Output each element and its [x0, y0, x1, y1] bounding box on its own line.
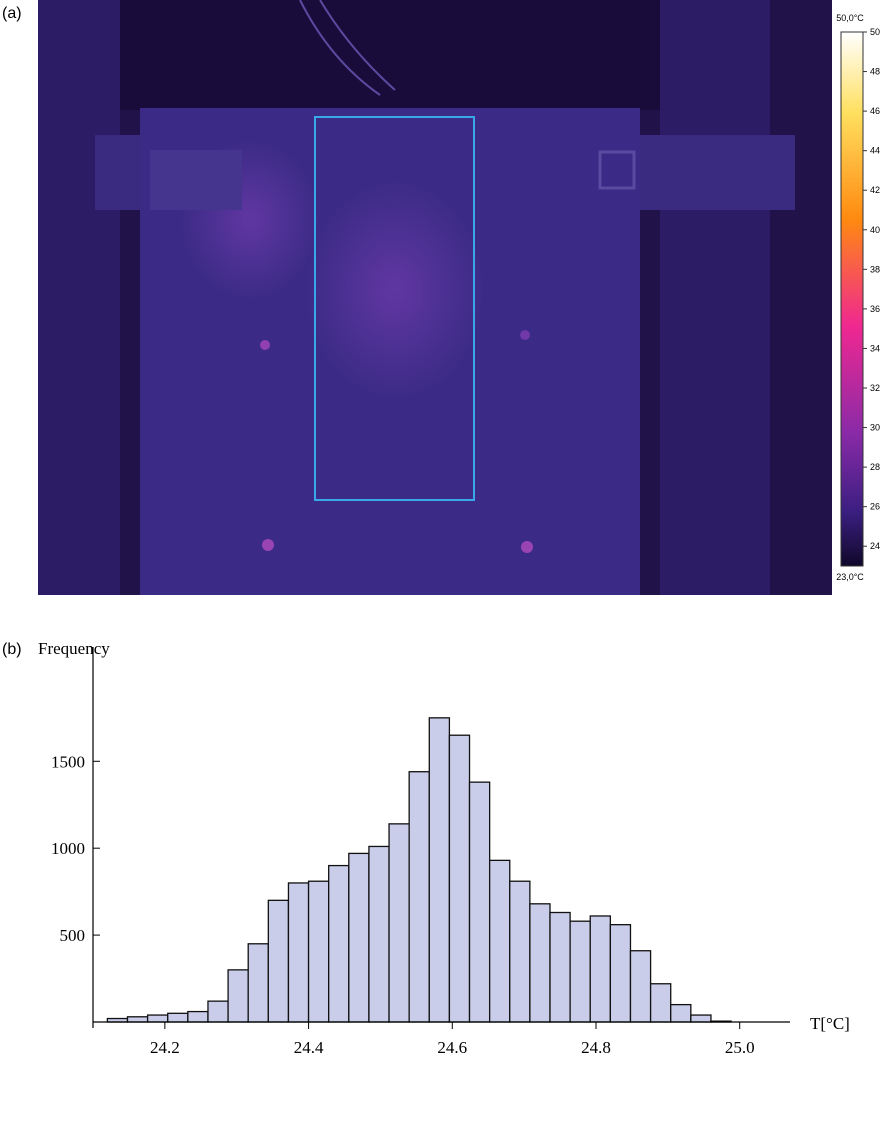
y-tick-label: 500 — [60, 926, 86, 945]
bar — [509, 880, 531, 1023]
bar — [569, 920, 591, 1023]
bar — [146, 1014, 169, 1023]
colorbar-tick-label: 34 — [870, 343, 880, 353]
bar — [649, 983, 672, 1023]
colorbar-tick-label: 50 — [870, 27, 880, 37]
panel-label: (a) — [2, 5, 22, 22]
colorbar-tick-label: 42 — [870, 185, 880, 195]
bar — [468, 781, 491, 1023]
colorbar-tick-label: 24 — [870, 541, 880, 551]
y-tick-label: 1500 — [51, 752, 85, 771]
bar — [348, 852, 370, 1023]
bar — [328, 864, 350, 1023]
thermal-image — [38, 0, 832, 595]
bar — [690, 1014, 712, 1023]
colorbar-tick-label: 40 — [870, 225, 880, 235]
y-tick-label: 1000 — [51, 839, 85, 858]
bar — [589, 915, 612, 1023]
bar — [529, 903, 551, 1023]
colorbar-tick-label: 38 — [870, 264, 880, 274]
bar — [126, 1016, 149, 1023]
colorbar-max: 50,0°C — [836, 13, 864, 23]
colorbar-min: 23,0°C — [836, 572, 864, 582]
colorbar-tick-label: 46 — [870, 106, 880, 116]
x-axis-label: T[°C] — [810, 1014, 850, 1033]
colorbar-tick-label: 36 — [870, 304, 880, 314]
bar — [428, 717, 451, 1023]
bar — [267, 899, 290, 1023]
bar — [549, 911, 571, 1023]
y-axis-label: Frequency — [38, 639, 110, 658]
bar — [388, 823, 410, 1023]
colorbar-tick-label: 28 — [870, 462, 880, 472]
bar — [187, 1010, 209, 1023]
bar — [448, 734, 471, 1023]
bar — [488, 859, 511, 1023]
bar — [227, 969, 249, 1023]
bar — [408, 771, 430, 1023]
colorbar — [840, 31, 864, 567]
colorbar-tick-label: 26 — [870, 502, 880, 512]
x-tick-label: 24.8 — [581, 1038, 611, 1057]
colorbar-tick-label: 30 — [870, 423, 880, 433]
bar — [609, 924, 632, 1023]
x-tick-label: 25.0 — [725, 1038, 755, 1057]
colorbar-tick-label: 44 — [870, 146, 880, 156]
bar — [307, 880, 330, 1023]
panel-label: (b) — [2, 641, 22, 658]
bar — [247, 943, 269, 1023]
colorbar-tick-label: 32 — [870, 383, 880, 393]
x-tick-label: 24.4 — [294, 1038, 324, 1057]
x-tick-label: 24.6 — [437, 1038, 467, 1057]
bar — [629, 950, 652, 1023]
x-tick-label: 24.2 — [150, 1038, 180, 1057]
bar — [287, 882, 310, 1023]
colorbar-tick-label: 48 — [870, 67, 880, 77]
bar — [207, 1000, 229, 1023]
bar — [368, 845, 390, 1023]
bar — [167, 1012, 189, 1023]
bar — [670, 1003, 692, 1023]
